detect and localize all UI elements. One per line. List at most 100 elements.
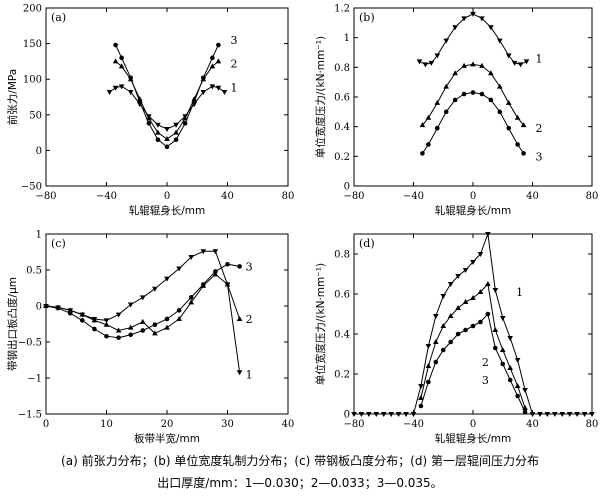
data-point xyxy=(113,42,118,48)
data-point xyxy=(173,122,179,128)
panel-label: (b) xyxy=(359,11,375,24)
series-line xyxy=(420,282,526,409)
data-point xyxy=(435,125,440,131)
y-tick-label: 0.2 xyxy=(334,370,350,381)
data-point xyxy=(434,53,441,59)
data-point xyxy=(164,276,170,282)
data-point xyxy=(152,286,158,292)
data-point xyxy=(410,412,417,417)
data-point xyxy=(434,99,441,105)
x-axis-label: 轧辊辊身长/mm xyxy=(435,204,512,217)
figure: −80 −40 0 40 80−50050100150200(a)轧辊辊身长/mm前张力… xyxy=(6,4,599,446)
series-number-label: 1 xyxy=(516,286,523,299)
data-point xyxy=(164,324,170,330)
x-tick-label: 80 xyxy=(282,191,295,202)
x-tick-label: −40 xyxy=(96,191,117,202)
x-tick-label: 40 xyxy=(526,191,539,202)
data-point xyxy=(216,42,221,48)
data-point xyxy=(176,308,182,313)
data-point xyxy=(461,16,467,22)
data-point xyxy=(43,303,49,309)
data-point xyxy=(351,412,357,417)
y-tick-label: 200 xyxy=(23,4,42,15)
data-point xyxy=(452,97,458,103)
data-point xyxy=(520,122,527,128)
y-tick-label: 0 xyxy=(344,410,350,421)
data-point xyxy=(455,331,461,337)
data-point xyxy=(581,412,588,417)
data-point xyxy=(173,137,179,143)
data-point xyxy=(485,281,491,286)
data-point xyxy=(152,330,158,336)
data-point xyxy=(188,295,194,300)
series-1 xyxy=(106,84,228,133)
data-point xyxy=(544,412,551,417)
series-line xyxy=(45,273,241,335)
data-point xyxy=(118,84,125,90)
data-point xyxy=(118,63,125,69)
series-number-label: 3 xyxy=(482,374,489,387)
caption-line-1: (a) 前张力分布；(b) 单位宽度轧制力分布；(c) 带钢板凸度分布；(d) … xyxy=(61,454,539,468)
data-point xyxy=(477,252,484,257)
series-number-label: 2 xyxy=(482,356,489,369)
data-point xyxy=(176,315,182,321)
panel-label: (d) xyxy=(359,237,375,250)
series-1 xyxy=(43,249,243,376)
x-tick-label: 80 xyxy=(586,419,599,430)
data-point xyxy=(425,114,432,120)
data-point xyxy=(164,316,170,322)
y-axis-label: 单位宽度压力/(kN·mm⁻¹) xyxy=(314,263,327,385)
data-point xyxy=(496,38,503,44)
series-number-label: 1 xyxy=(535,52,542,65)
data-point xyxy=(210,55,215,61)
data-point xyxy=(209,84,216,90)
data-point xyxy=(488,70,494,76)
data-point xyxy=(507,377,513,383)
data-point xyxy=(537,412,543,417)
data-point xyxy=(395,412,402,417)
data-point xyxy=(515,142,520,147)
data-point xyxy=(200,249,207,255)
plot-frame xyxy=(353,7,593,187)
y-tick-label: 0 xyxy=(344,182,350,193)
data-point xyxy=(426,379,431,385)
series-line xyxy=(45,263,240,339)
data-point xyxy=(463,327,468,333)
data-point xyxy=(236,315,243,321)
data-point xyxy=(470,11,476,17)
data-point xyxy=(514,358,521,363)
data-point xyxy=(128,75,133,81)
x-tick-label: 0 xyxy=(164,191,170,202)
series-line xyxy=(419,13,527,65)
data-point xyxy=(566,412,573,417)
y-tick-label: 0.8 xyxy=(334,63,350,74)
plot-frame xyxy=(45,7,289,187)
data-point xyxy=(447,313,454,318)
data-point xyxy=(127,302,134,308)
data-point xyxy=(164,136,170,142)
y-tick-label: 1 xyxy=(344,33,350,44)
data-point xyxy=(497,109,503,115)
data-point xyxy=(80,318,85,323)
data-point xyxy=(209,63,216,69)
data-point xyxy=(182,121,188,126)
data-point xyxy=(137,99,143,105)
data-point xyxy=(443,38,450,44)
data-point xyxy=(152,322,158,328)
x-tick-label: 40 xyxy=(526,419,539,430)
data-point xyxy=(470,295,476,300)
data-point xyxy=(479,91,485,97)
data-point xyxy=(452,70,458,76)
data-point xyxy=(127,324,134,330)
data-point xyxy=(79,311,86,317)
data-point xyxy=(433,359,439,365)
data-point xyxy=(426,142,431,147)
data-point xyxy=(155,137,161,143)
data-point xyxy=(106,90,113,96)
data-point xyxy=(499,316,506,321)
x-tick-label: −40 xyxy=(403,419,424,430)
data-point xyxy=(200,90,207,96)
data-point xyxy=(212,271,219,277)
data-point xyxy=(104,333,109,339)
data-point xyxy=(559,412,566,417)
